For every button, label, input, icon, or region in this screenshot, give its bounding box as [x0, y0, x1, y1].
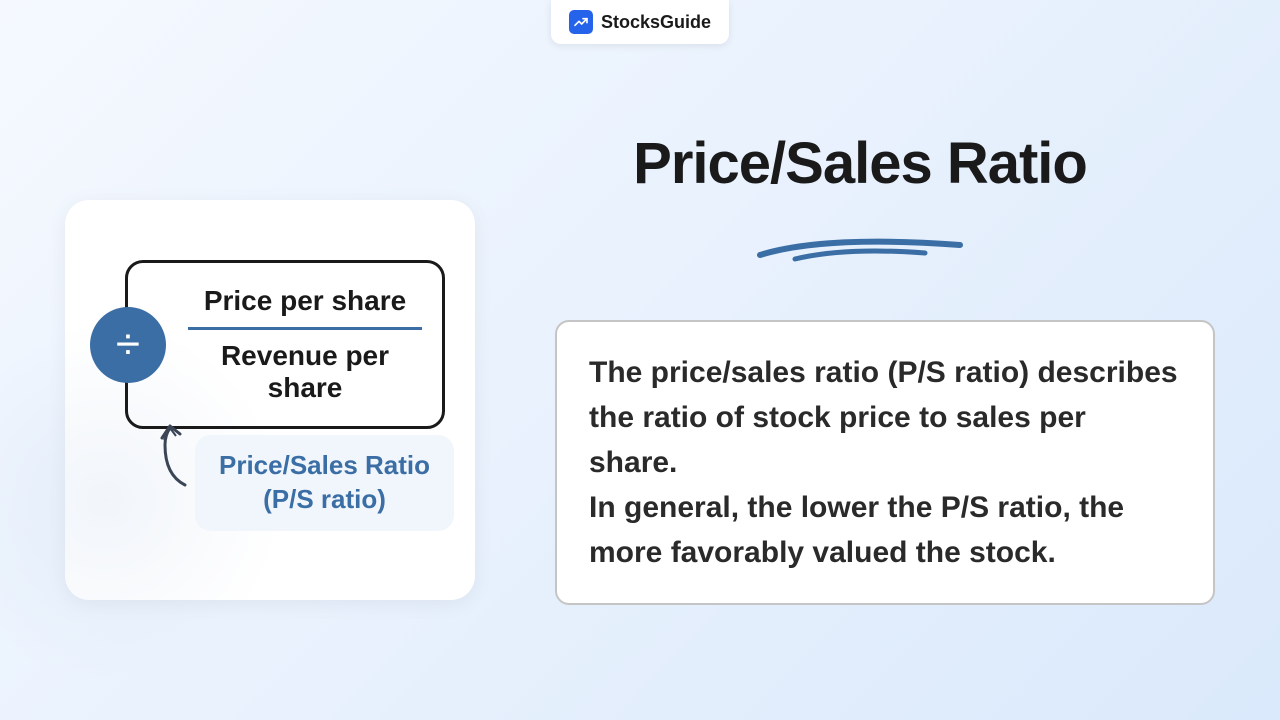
description-box: The price/sales ratio (P/S ratio) descri… — [555, 320, 1215, 605]
underline-swoosh-icon — [745, 227, 975, 272]
brand-name: StocksGuide — [601, 12, 711, 33]
formula-label-line1: Price/Sales Ratio — [219, 449, 430, 483]
divide-icon: ÷ — [90, 307, 166, 383]
numerator: Price per share — [188, 281, 422, 321]
formula-label: Price/Sales Ratio (P/S ratio) — [195, 435, 454, 531]
description-text: The price/sales ratio (P/S ratio) descri… — [589, 350, 1181, 575]
page-title: Price/Sales Ratio — [550, 130, 1170, 197]
page-title-block: Price/Sales Ratio — [550, 130, 1170, 272]
denominator: Revenue per share — [188, 336, 422, 408]
operator-symbol: ÷ — [116, 320, 140, 370]
brand-chart-icon — [569, 10, 593, 34]
arrow-icon — [150, 420, 200, 495]
formula-label-line2: (P/S ratio) — [219, 483, 430, 517]
formula-card: ÷ Price per share Revenue per share Pric… — [65, 200, 475, 600]
fraction-line — [188, 327, 422, 330]
fraction: Price per share Revenue per share — [188, 281, 422, 408]
formula-box: ÷ Price per share Revenue per share — [125, 260, 445, 429]
brand-badge: StocksGuide — [551, 0, 729, 44]
